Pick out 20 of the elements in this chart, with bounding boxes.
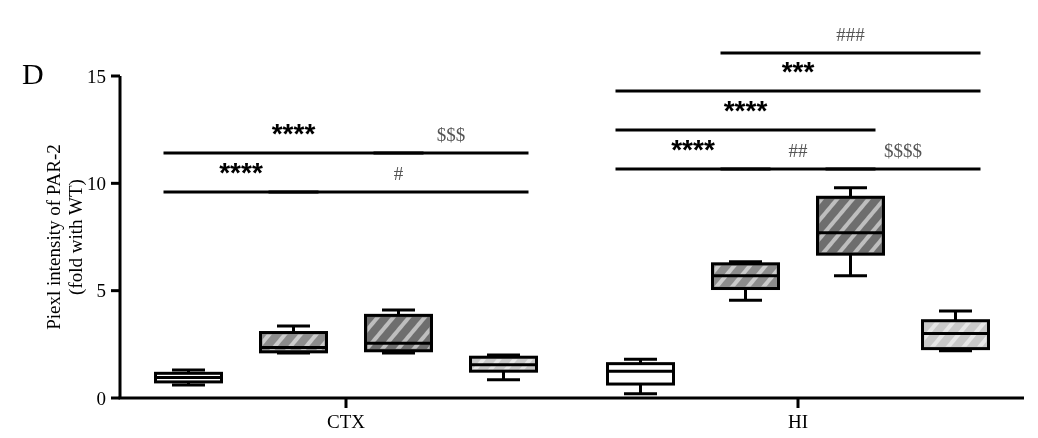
significance-bracket: **** [615,95,876,132]
annotation: **** [671,134,715,165]
annotation: # [393,163,404,184]
significance-bracket: ### [720,24,981,55]
y-tick-label: 10 [87,172,106,194]
annotation: **** [219,157,263,188]
annotation: ## [788,140,808,161]
x-tick-label: CTX [327,411,366,432]
y-tick-label: 15 [87,65,106,87]
annotation: **** [723,95,768,126]
significance-bracket: *** [615,56,981,93]
y-tick-label: 5 [96,280,106,302]
y-tick-label: 0 [96,387,106,409]
annotation: $$$ [436,124,466,145]
text: D [22,57,44,90]
y-axis-title: Piexl intensity of PAR-2 (fold with WT) [43,144,87,330]
x-tick-label: HI [787,411,809,432]
annotation: $$$$ [884,140,922,161]
annotation: *** [781,56,815,87]
annotation: **** [271,118,316,149]
